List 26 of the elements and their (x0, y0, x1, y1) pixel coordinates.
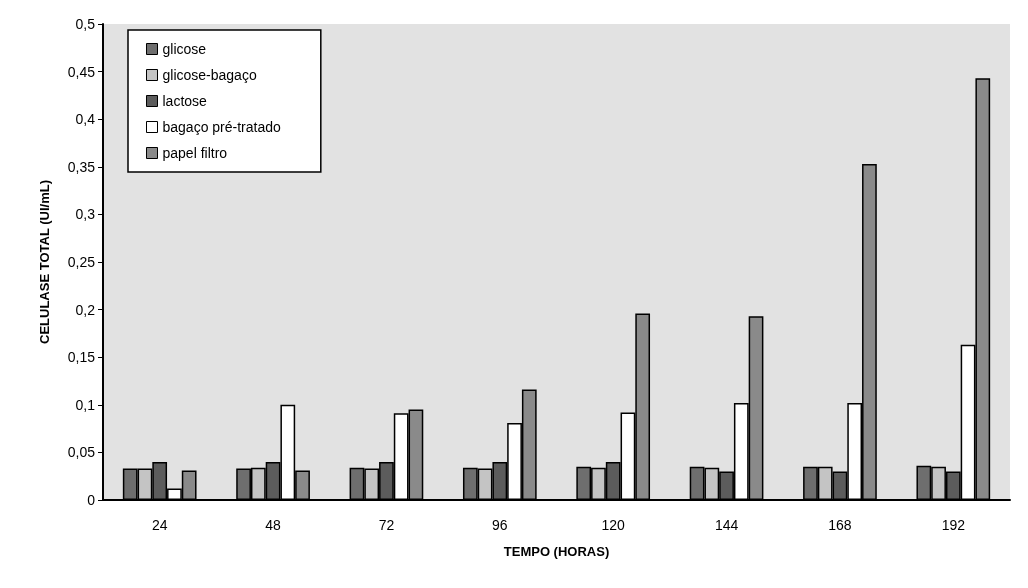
x-tick-label: 96 (492, 517, 508, 533)
x-tick-label: 24 (151, 517, 168, 533)
x-tick-label: 72 (378, 517, 395, 533)
legend-label: bagaço pré-tratado (162, 119, 282, 135)
legend-label: glicose (162, 41, 207, 57)
x-tick-label: 48 (265, 517, 282, 533)
x-axis-title: TEMPO (HORAS) (503, 544, 610, 559)
y-tick-label: 0,35 (67, 158, 96, 175)
y-tick-label: 0,15 (67, 349, 96, 366)
y-tick-label: 0,4 (75, 111, 96, 128)
x-tick-label: 144 (714, 517, 739, 533)
x-tick-label: 192 (941, 517, 966, 533)
y-tick-label: 0,5 (75, 16, 96, 32)
y-axis-title: CELULASE TOTAL (UI/mL) (37, 180, 52, 344)
y-tick-label: 0,1 (75, 396, 96, 413)
y-tick-label: 0,25 (67, 254, 96, 270)
x-tick-label: 120 (601, 517, 626, 533)
y-tick-label: 0 (87, 492, 96, 508)
legend-label: papel filtro (162, 145, 228, 161)
legend-label: lactose (162, 93, 208, 109)
y-tick-label: 0,3 (75, 206, 96, 223)
x-tick-label: 168 (828, 517, 852, 533)
legend-label: glicose-bagaço (162, 67, 257, 83)
y-tick-label: 0,45 (67, 63, 96, 80)
y-tick-label: 0,2 (75, 301, 96, 318)
y-tick-label: 0,05 (67, 444, 96, 461)
